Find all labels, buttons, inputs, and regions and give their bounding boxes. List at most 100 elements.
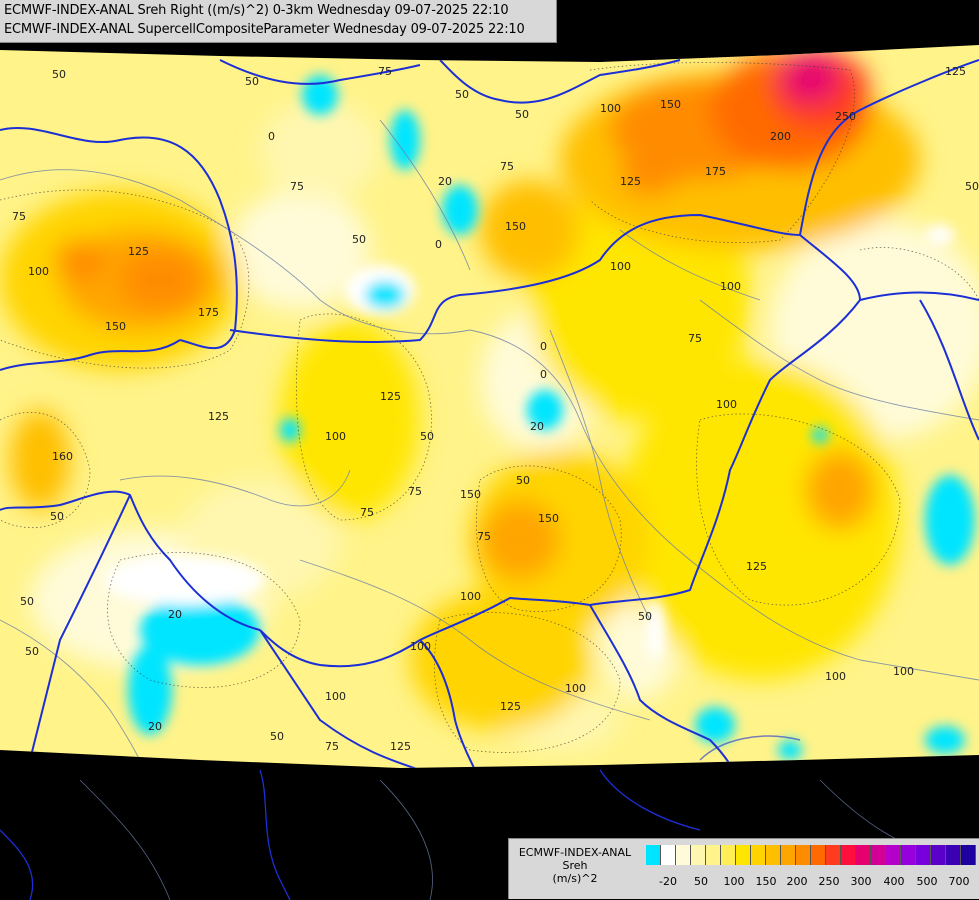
legend-tick-label: 500	[916, 875, 938, 888]
legend-swatch	[841, 845, 856, 865]
contour-label: 125	[208, 410, 229, 423]
legend-swatch	[691, 845, 706, 865]
contour-label: 75	[477, 530, 491, 543]
contour-label: 20	[168, 608, 182, 621]
legend-ticks: -20 50 100 150 200 250 300 400 500 700	[646, 875, 976, 889]
contour-label: 50	[270, 730, 284, 743]
contour-label: 75	[500, 160, 514, 173]
contour-label: 75	[378, 65, 392, 78]
legend-swatch	[661, 845, 676, 865]
legend-tick-label: -20	[659, 875, 677, 888]
legend-tick-label: 100	[723, 875, 745, 888]
legend-swatch	[901, 845, 916, 865]
legend-tick-label: 250	[818, 875, 840, 888]
contour-label: 100	[28, 265, 49, 278]
contour-label: 125	[128, 245, 149, 258]
legend-swatch	[886, 845, 901, 865]
contour-label: 125	[945, 65, 966, 78]
legend-swatch	[811, 845, 826, 865]
contour-label: 50	[516, 474, 530, 487]
contour-label: 160	[52, 450, 73, 463]
legend-swatch	[751, 845, 766, 865]
contour-label: 50	[638, 610, 652, 623]
title-line-2: ECMWF-INDEX-ANAL SupercellCompositeParam…	[4, 22, 525, 37]
contour-label: 75	[688, 332, 702, 345]
contour-label: 20	[148, 720, 162, 733]
contour-label: 125	[380, 390, 401, 403]
contour-label: 125	[746, 560, 767, 573]
contour-label: 50	[420, 430, 434, 443]
legend-tick-label: 300	[850, 875, 872, 888]
contour-label: 100	[893, 665, 914, 678]
contour-label: 50	[515, 108, 529, 121]
contour-label: 250	[835, 110, 856, 123]
contour-label: 75	[325, 740, 339, 753]
contour-label: 100	[825, 670, 846, 683]
contour-label: 75	[360, 506, 374, 519]
legend-tick-label: 400	[883, 875, 905, 888]
contour-label: 20	[438, 175, 452, 188]
legend-swatch	[961, 845, 976, 865]
legend-swatch	[721, 845, 736, 865]
legend-swatches	[646, 845, 976, 865]
contour-label: 0	[435, 238, 442, 251]
legend-tick-label: 700	[948, 875, 970, 888]
contour-label: 150	[460, 488, 481, 501]
title-line-1: ECMWF-INDEX-ANAL Sreh Right ((m/s)^2) 0-…	[4, 3, 509, 18]
contour-label: 0	[540, 340, 547, 353]
contour-label: 50	[52, 68, 66, 81]
contour-label: 100	[716, 398, 737, 411]
contour-label: 150	[505, 220, 526, 233]
contour-label: 100	[565, 682, 586, 695]
legend: ECMWF-INDEX-ANAL Sreh (m/s)^2 -20 50 100 15…	[508, 838, 979, 899]
legend-swatch	[916, 845, 931, 865]
contour-label: 100	[460, 590, 481, 603]
legend-swatch	[931, 845, 946, 865]
contour-label: 125	[500, 700, 521, 713]
sreh-field	[0, 45, 979, 768]
contour-label: 50	[20, 595, 34, 608]
legend-variable: Sreh	[562, 859, 588, 872]
contour-label: 175	[198, 306, 219, 319]
contour-label: 0	[540, 368, 547, 381]
contour-label: 50	[455, 88, 469, 101]
legend-swatch	[736, 845, 751, 865]
contour-label: 175	[705, 165, 726, 178]
legend-title: ECMWF-INDEX-ANAL	[518, 846, 632, 859]
contour-label: 75	[12, 210, 26, 223]
contour-label: 75	[290, 180, 304, 193]
contour-label: 20	[530, 420, 544, 433]
contour-label: 0	[268, 130, 275, 143]
contour-label: 100	[325, 430, 346, 443]
legend-swatch	[856, 845, 871, 865]
contour-label: 50	[245, 75, 259, 88]
contour-label: 150	[105, 320, 126, 333]
legend-swatch	[766, 845, 781, 865]
contour-label: 50	[352, 233, 366, 246]
legend-unit: (m/s)^2	[552, 872, 598, 885]
title-box: ECMWF-INDEX-ANAL Sreh Right ((m/s)^2) 0-…	[0, 0, 557, 43]
contour-label: 125	[620, 175, 641, 188]
contour-label: 150	[538, 512, 559, 525]
legend-tick-label: 150	[755, 875, 777, 888]
legend-swatch	[946, 845, 961, 865]
contour-label: 200	[770, 130, 791, 143]
legend-tick-label: 50	[694, 875, 708, 888]
contour-label: 50	[50, 510, 64, 523]
legend-swatch	[826, 845, 841, 865]
legend-swatch	[646, 845, 661, 865]
contour-label: 100	[600, 102, 621, 115]
contour-label: 100	[610, 260, 631, 273]
legend-tick-label: 200	[786, 875, 808, 888]
legend-swatch	[796, 845, 811, 865]
legend-swatch	[706, 845, 721, 865]
contour-label: 150	[660, 98, 681, 111]
contour-label: 125	[390, 740, 411, 753]
legend-swatch	[676, 845, 691, 865]
legend-swatch	[871, 845, 886, 865]
contour-label: 50	[965, 180, 979, 193]
contour-label: 100	[720, 280, 741, 293]
contour-label: 100	[410, 640, 431, 653]
